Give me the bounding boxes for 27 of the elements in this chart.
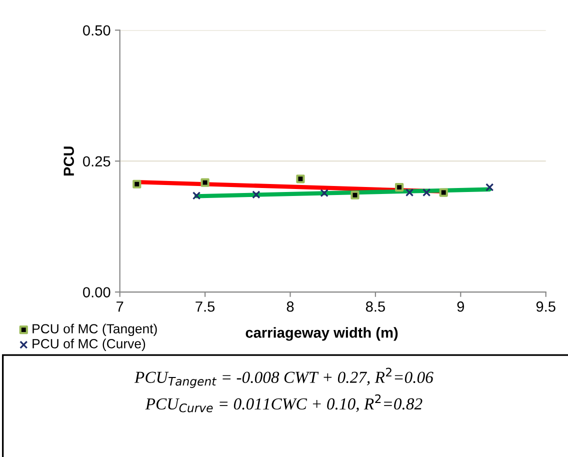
point (486, 183, 494, 192)
x-tick-label: 7.5 (196, 302, 215, 312)
y-axis-title: PCU (64, 146, 74, 176)
point (405, 188, 414, 197)
x-tick-label: 8 (286, 301, 294, 312)
y-tick-label: 0.50 (83, 25, 110, 36)
point (350, 190, 360, 200)
point (395, 182, 404, 192)
legend-label: PCU of MC (Tangent) (32, 324, 157, 336)
y-tick-label: 0.25 (83, 156, 110, 167)
point (439, 188, 448, 197)
point (252, 190, 260, 199)
x-tick-label: 8.5 (366, 301, 385, 312)
x-axis-title: carriageway width (m) (246, 327, 398, 341)
point (200, 178, 210, 187)
point (132, 180, 142, 188)
point (192, 192, 201, 200)
x-tick-label: 9.5 (536, 301, 556, 312)
text: PCU$_{Curve}$ = 0.011CWC + 0.10, R$^{2}$=0.82 (145, 394, 422, 412)
x-tick-label: 7 (116, 302, 124, 312)
x-tick-label: 9 (457, 301, 464, 312)
point (320, 188, 328, 198)
legend-label: PCU of MC (Curve) (32, 338, 146, 351)
y-tick-label: 0.00 (83, 287, 110, 298)
point (296, 174, 305, 184)
point (422, 188, 431, 197)
text: PCU$_{Tangent}$ = -0.008 CWT + 0.27, R$^{2}$=0.06 (134, 368, 434, 388)
